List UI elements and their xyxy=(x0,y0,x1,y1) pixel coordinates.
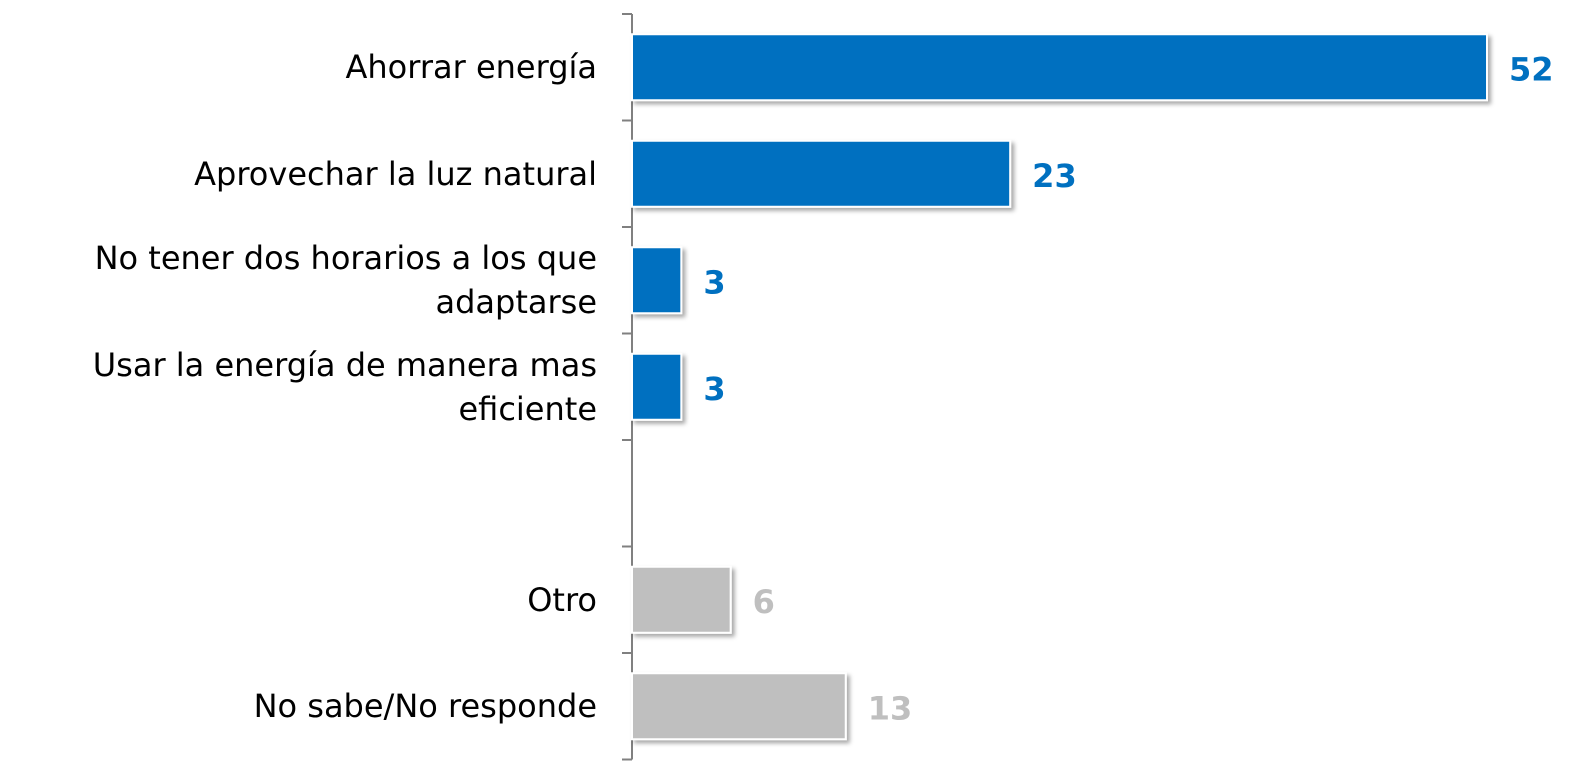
category-text: Otro xyxy=(527,580,597,619)
bar xyxy=(631,139,1012,208)
category-label: No sabe/No responde xyxy=(0,653,597,760)
bar xyxy=(631,565,732,634)
bar xyxy=(631,352,683,421)
data-label: 23 xyxy=(1032,157,1077,195)
category-text: No sabe/No responde xyxy=(253,687,597,726)
data-label: 6 xyxy=(753,583,775,621)
category-label: Usar la energía de manera mas eficiente xyxy=(0,334,597,441)
data-label: 3 xyxy=(703,263,725,301)
bar xyxy=(631,672,847,741)
category-text: No tener dos horarios a los que adaptars… xyxy=(94,239,597,322)
category-label: Aprovechar la luz natural xyxy=(0,121,597,228)
category-text: Usar la energía de manera mas eficiente xyxy=(92,345,597,428)
bar xyxy=(631,33,1488,102)
category-label: Ahorrar energía xyxy=(0,14,598,121)
data-label: 13 xyxy=(868,689,913,727)
data-label: 52 xyxy=(1509,50,1554,88)
data-label: 3 xyxy=(703,370,725,408)
bar xyxy=(631,246,683,315)
category-label: Otro xyxy=(0,547,597,654)
category-label: No tener dos horarios a los que adaptars… xyxy=(0,227,597,334)
category-text: Ahorrar energía xyxy=(345,48,598,87)
category-text: Aprovechar la luz natural xyxy=(194,154,597,193)
